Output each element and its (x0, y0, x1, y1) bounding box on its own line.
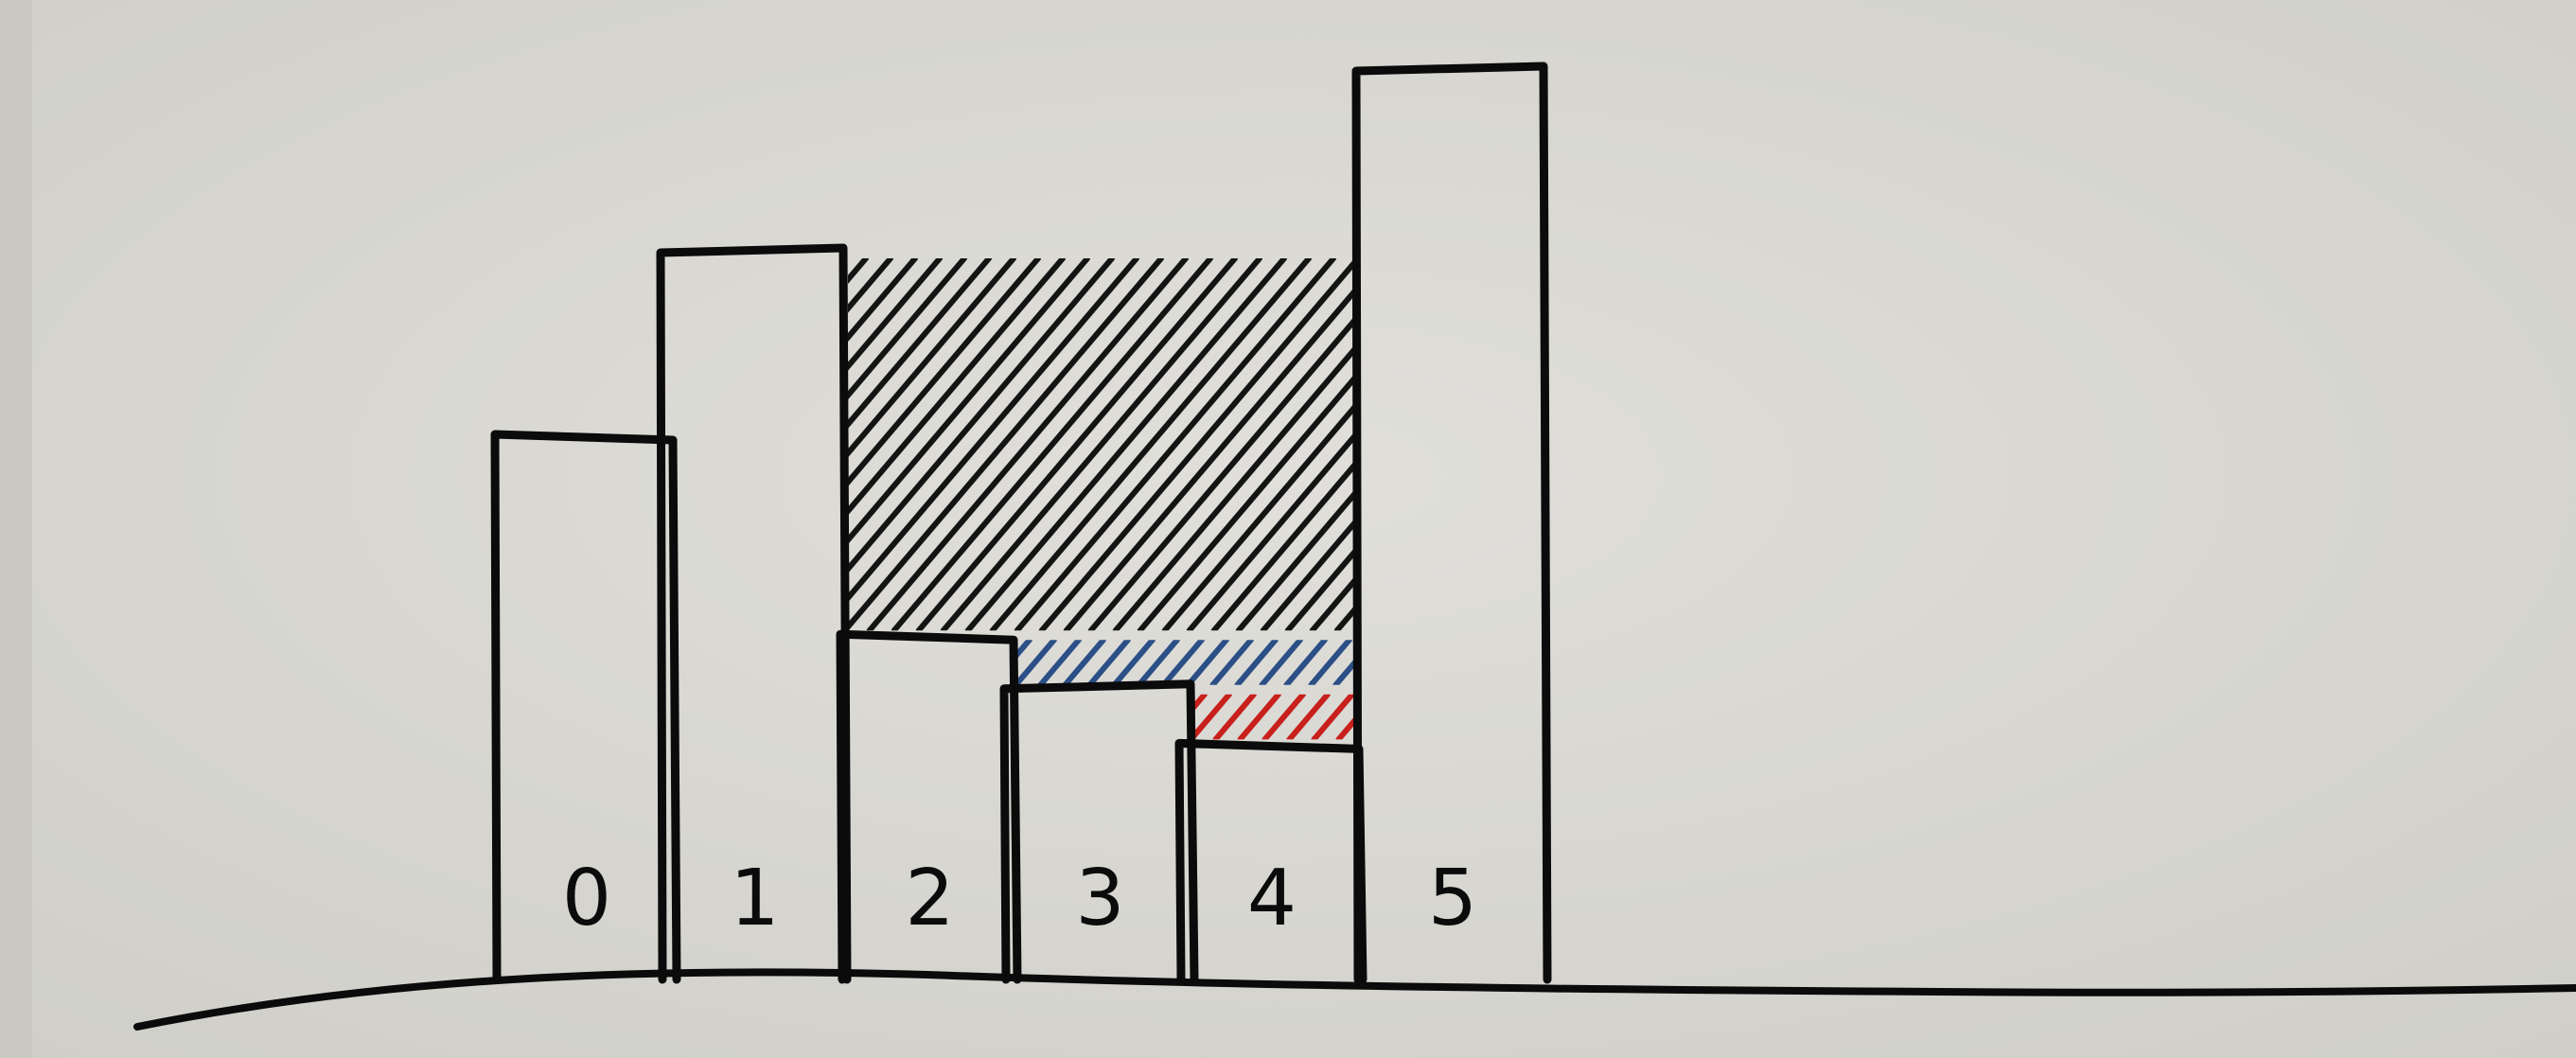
trapped-water-black-stroke (1137, 370, 1357, 631)
trapped-water-black-stroke (1260, 515, 1357, 631)
trapped-water-black-stroke (848, 258, 1165, 631)
paper-left-edge (0, 0, 32, 1058)
trapped-water-black-hatch (848, 258, 1357, 631)
trapped-water-blue-stroke (1160, 640, 1205, 685)
trapped-water-black-stroke (891, 258, 1214, 631)
hatch-layer (848, 258, 1357, 740)
trapped-water-red-stroke (1187, 694, 1208, 720)
trapped-water-blue-stroke (1086, 640, 1131, 685)
bar-1 (656, 243, 852, 984)
trapped-water-black-stroke (1112, 342, 1357, 631)
bar-label-0: 0 (562, 854, 611, 943)
trapped-water-black-stroke (848, 258, 1042, 487)
bar-2 (836, 629, 1022, 984)
trapped-water-black-stroke (848, 258, 993, 429)
trapped-water-blue-stroke (1012, 640, 1032, 666)
trapped-water-black-stroke (866, 258, 1190, 631)
trapped-water-black-stroke (1235, 486, 1357, 631)
trapped-water-red-stroke (1286, 694, 1331, 740)
trapped-water-red-stroke (1262, 694, 1306, 740)
trapped-water-black-stroke (848, 258, 1091, 545)
trapped-water-red-stroke (1311, 694, 1355, 740)
trapped-water-blue-stroke (1037, 640, 1082, 685)
trapped-water-black-stroke (848, 258, 944, 371)
trapped-water-black-stroke (848, 258, 1067, 516)
trapped-water-blue-stroke (1062, 640, 1106, 685)
bar-label-4: 4 (1247, 854, 1297, 943)
label-layer: 0 1 2 3 4 5 (562, 854, 1477, 943)
trapped-water-blue-stroke (1013, 640, 1057, 685)
bar-5 (1351, 62, 1552, 984)
trapped-water-black-stroke (848, 258, 1140, 603)
bar-3 (999, 679, 1199, 984)
trapped-water-black-stroke (1161, 399, 1357, 631)
bar-layer (490, 62, 1552, 984)
trapped-water-black-stroke (1014, 258, 1337, 631)
bar-label-3: 3 (1075, 854, 1124, 943)
trapped-water-blue-stroke (1259, 640, 1303, 685)
trapped-water-black-stroke (1210, 457, 1357, 631)
bar-label-5: 5 (1428, 854, 1477, 943)
trapped-water-red-hatch (1187, 694, 1357, 740)
trapped-water-blue-stroke (1136, 640, 1180, 685)
trapped-water-red-stroke (1237, 694, 1281, 740)
trapped-water-red-stroke (1212, 694, 1257, 740)
trapped-water-black-stroke (915, 258, 1239, 631)
trapped-water-black-stroke (964, 258, 1288, 631)
bar-0 (490, 430, 681, 984)
bar-label-2: 2 (905, 854, 954, 943)
trapped-water-blue-stroke (1209, 640, 1254, 685)
trapped-water-black-stroke (1186, 429, 1357, 631)
trapped-water-black-stroke (848, 258, 919, 343)
trapped-water-red-stroke (1188, 694, 1232, 740)
trapped-water-blue-stroke (1283, 640, 1328, 685)
trapped-water-blue-stroke (1111, 640, 1156, 685)
trapped-water-black-stroke (940, 258, 1263, 631)
trapped-water-black-stroke (989, 258, 1313, 631)
trapped-water-black-stroke (848, 258, 1017, 458)
trapped-water-black-stroke (1063, 284, 1357, 631)
bar-label-1: 1 (730, 854, 779, 943)
ground-baseline (133, 968, 2576, 1031)
trapped-water-black-stroke (1038, 258, 1357, 631)
trapped-water-red-stroke (1335, 713, 1357, 740)
trapped-water-black-stroke (1284, 544, 1357, 631)
trapped-water-blue-stroke (1308, 640, 1352, 685)
trapped-water-blue-stroke (1185, 640, 1229, 685)
trapped-water-black-stroke (848, 258, 968, 400)
trapped-water-blue-stroke (1234, 640, 1279, 685)
